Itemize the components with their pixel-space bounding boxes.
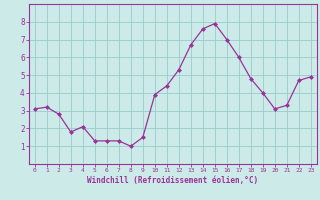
- X-axis label: Windchill (Refroidissement éolien,°C): Windchill (Refroidissement éolien,°C): [87, 176, 258, 185]
